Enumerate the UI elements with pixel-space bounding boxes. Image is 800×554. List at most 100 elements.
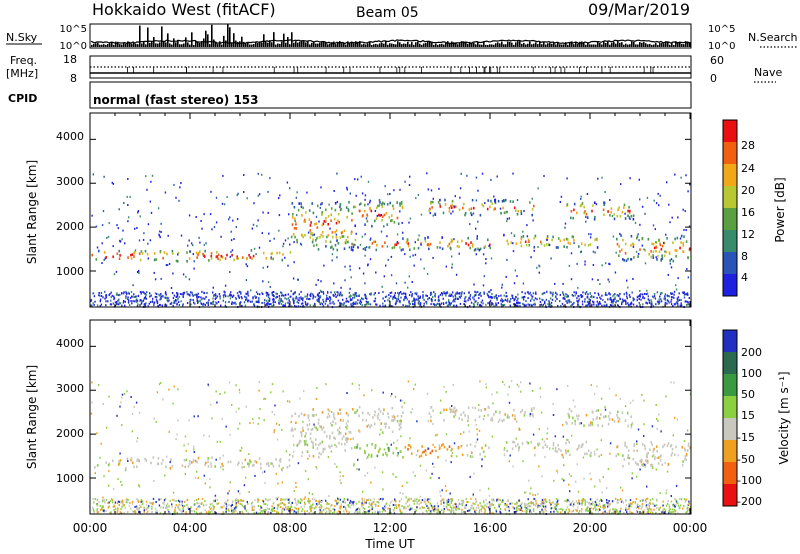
range-cell — [331, 231, 334, 234]
range-cell — [175, 499, 177, 502]
range-cell — [128, 504, 131, 507]
range-cell — [329, 297, 332, 300]
range-cell — [465, 300, 467, 303]
range-cell — [680, 302, 682, 305]
range-cell — [356, 446, 358, 449]
range-cell — [258, 193, 261, 196]
range-cell — [312, 234, 314, 237]
nsky-bar — [597, 41, 599, 47]
range-cell — [485, 258, 487, 260]
range-cell — [639, 248, 641, 251]
range-cell — [571, 235, 574, 238]
range-cell — [554, 300, 557, 302]
range-cell — [138, 252, 141, 255]
nsky-bar — [103, 44, 105, 47]
range-cell — [684, 449, 687, 452]
range-cell — [515, 503, 517, 506]
range-cell — [333, 217, 336, 221]
range-cell — [302, 235, 304, 239]
range-cell — [203, 302, 205, 305]
range-cell — [521, 502, 523, 505]
range-cell — [441, 236, 443, 239]
range-cell — [433, 507, 435, 509]
range-cell — [571, 510, 573, 513]
range-cell — [273, 304, 275, 307]
nsky-bar — [425, 42, 427, 47]
range-cell — [670, 444, 673, 447]
range-cell — [289, 243, 291, 246]
range-cell — [215, 498, 217, 501]
range-cell — [258, 299, 260, 302]
range-cell — [439, 198, 441, 202]
range-cell — [503, 453, 506, 457]
range-cell — [343, 499, 345, 502]
range-cell — [370, 293, 372, 296]
range-cell — [641, 237, 644, 240]
range-cell — [651, 463, 654, 467]
range-cell — [659, 194, 661, 197]
range-cell — [192, 253, 194, 256]
nsky-label: N.Sky — [6, 31, 38, 44]
range-cell — [382, 412, 384, 415]
nsky-bar — [185, 37, 187, 47]
range-cell — [400, 291, 402, 293]
range-cell — [496, 298, 498, 301]
range-cell — [194, 302, 196, 305]
range-cell — [359, 203, 361, 206]
range-cell — [583, 205, 585, 209]
range-cell — [516, 301, 518, 304]
nsky-bar — [475, 44, 477, 47]
range-cell — [371, 502, 373, 505]
range-cell — [267, 296, 270, 299]
nsky-bar — [117, 41, 119, 47]
range-cell — [356, 511, 358, 514]
range-cell — [401, 505, 403, 508]
range-cell — [261, 232, 263, 235]
range-cell — [619, 250, 621, 253]
range-cell — [398, 423, 401, 426]
range-cell — [408, 184, 411, 186]
range-cell — [369, 293, 371, 296]
range-cell — [656, 258, 658, 261]
range-cell — [447, 304, 449, 307]
range-cell — [504, 198, 507, 202]
range-cell — [506, 415, 509, 419]
range-cell — [141, 300, 143, 303]
range-cell — [413, 303, 415, 306]
range-cell — [453, 238, 455, 241]
range-cell — [453, 205, 455, 208]
range-cell — [570, 304, 572, 307]
range-cell — [342, 500, 344, 503]
range-cell — [604, 301, 606, 304]
range-cell — [182, 303, 184, 306]
range-cell — [426, 172, 428, 175]
range-cell — [616, 414, 618, 417]
range-cell — [285, 293, 287, 296]
range-cell — [378, 213, 380, 217]
range-cell — [365, 300, 368, 303]
range-cell — [300, 412, 303, 415]
nsky-bar — [295, 41, 297, 47]
nsky-bar — [527, 43, 529, 47]
range-cell — [216, 502, 218, 505]
range-cell — [679, 304, 681, 307]
nsky-bar — [231, 42, 233, 47]
range-cell — [267, 299, 269, 302]
range-cell — [648, 509, 650, 512]
range-cell — [469, 223, 471, 226]
range-cell — [375, 505, 377, 508]
range-cell — [183, 500, 186, 503]
range-cell — [230, 291, 232, 294]
range-cell — [441, 498, 443, 501]
range-cell — [101, 224, 104, 227]
range-cell — [484, 245, 487, 248]
range-cell — [362, 214, 364, 217]
range-cell — [276, 422, 278, 425]
nsky-bar — [293, 42, 295, 47]
range-cell — [636, 503, 639, 506]
range-cell — [589, 453, 591, 457]
range-cell — [628, 216, 631, 219]
range-cell — [234, 507, 237, 510]
range-cell — [153, 301, 156, 304]
range-cell — [152, 503, 154, 506]
